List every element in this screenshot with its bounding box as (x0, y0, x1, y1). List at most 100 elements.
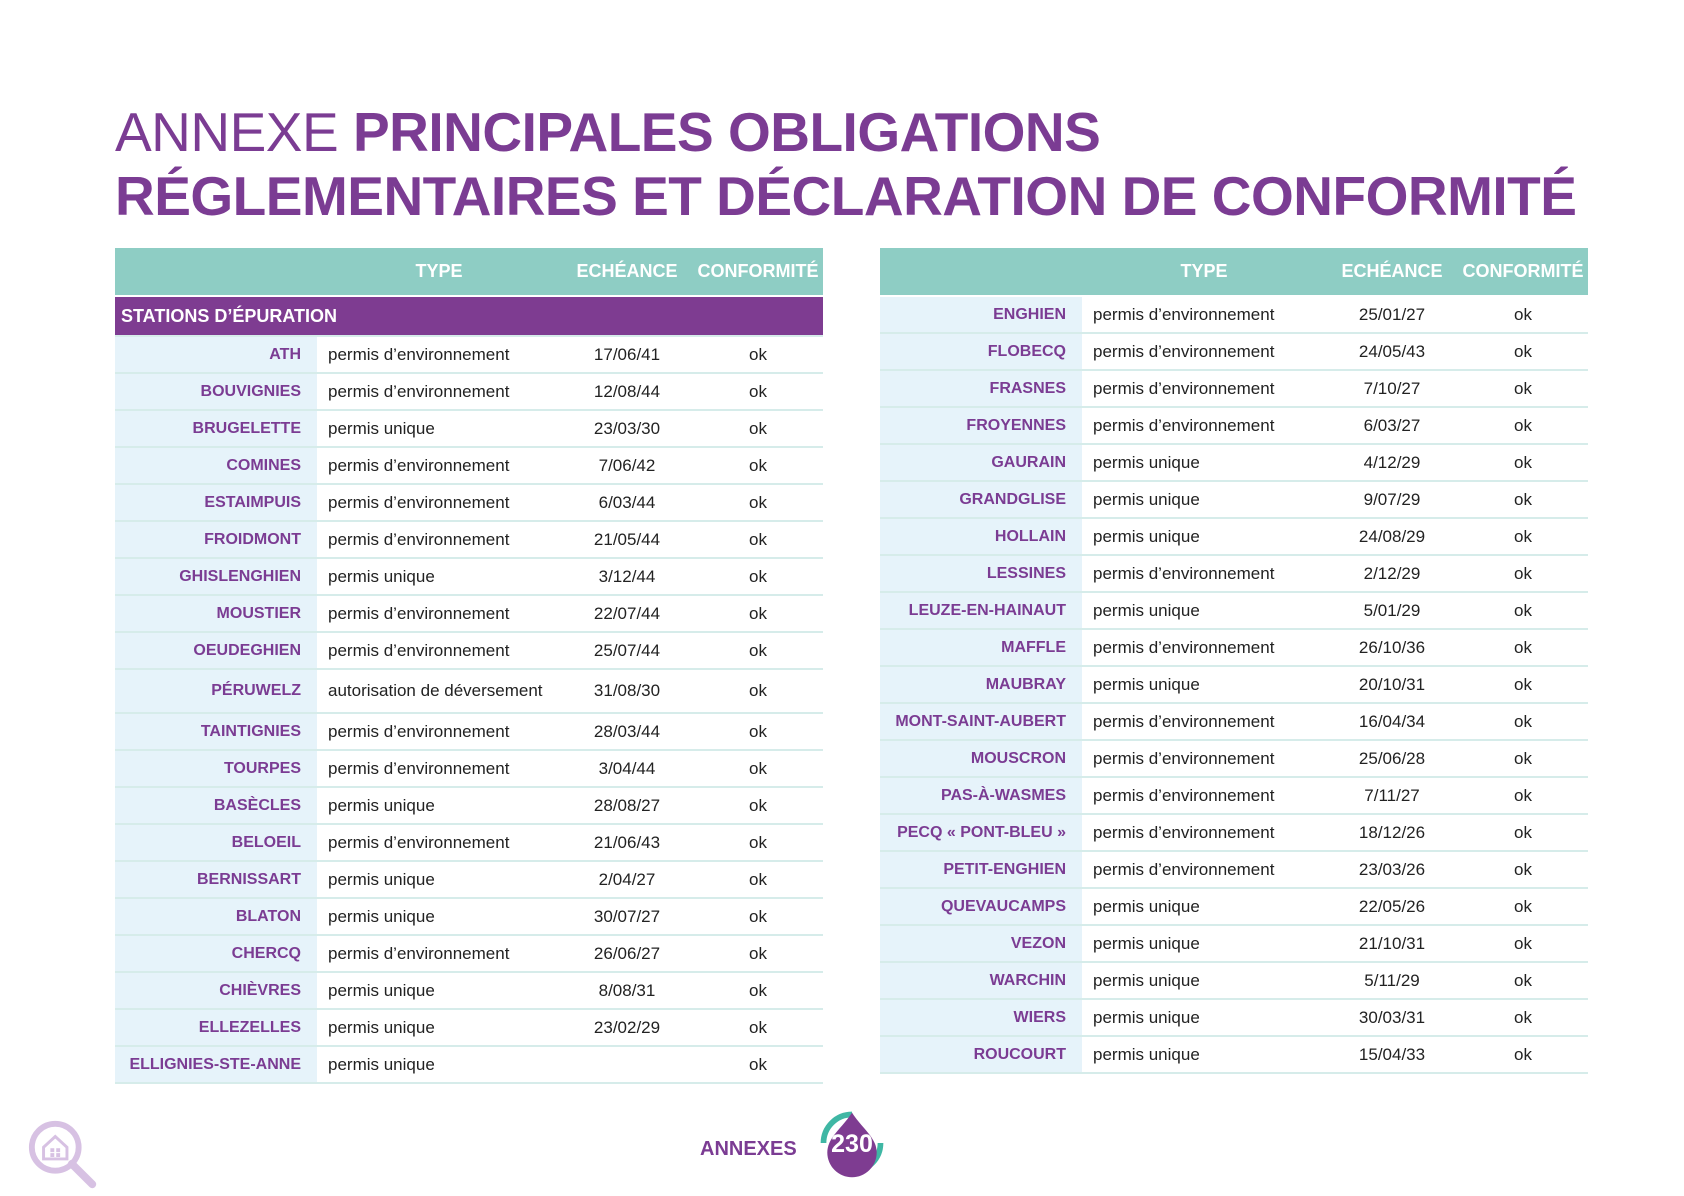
page-title: ANNEXE PRINCIPALES OBLIGATIONS RÉGLEMENT… (115, 100, 1595, 228)
permit-type: permis unique (317, 861, 561, 899)
header-blank (115, 248, 317, 297)
deadline: 7/11/27 (1326, 777, 1458, 815)
conformity-status: ok (1458, 370, 1588, 408)
permit-type: permis unique (1082, 999, 1326, 1037)
permit-type: permis unique (317, 898, 561, 936)
station-name: ROUCOURT (880, 1036, 1082, 1074)
station-name: GAURAIN (880, 444, 1082, 482)
conformity-status: ok (693, 447, 823, 485)
table-row: PECQ « PONT-BLEU » permis d’environnement… (880, 814, 1588, 852)
station-name: PAS-À-WASMES (880, 777, 1082, 815)
deadline: 5/11/29 (1326, 962, 1458, 1000)
deadline: 3/12/44 (561, 558, 693, 596)
section-row: STATIONS D’ÉPURATION (115, 296, 823, 337)
deadline: 22/07/44 (561, 595, 693, 633)
header-type: TYPE (317, 248, 561, 297)
permit-type: permis d’environnement (317, 632, 561, 670)
conformity-status: ok (1458, 407, 1588, 445)
deadline: 6/03/44 (561, 484, 693, 522)
table-row: PÉRUWELZ autorisation de déversement 31/08… (115, 669, 823, 714)
deadline: 23/03/26 (1326, 851, 1458, 889)
permit-type: permis d’environnement (1082, 740, 1326, 778)
station-name: ELLEZELLES (115, 1009, 317, 1047)
conformity-status: ok (693, 336, 823, 374)
table-row: BERNISSART permis unique 2/04/27 ok (115, 861, 823, 899)
page-number: 230 (831, 1130, 873, 1158)
station-name: LESSINES (880, 555, 1082, 593)
deadline: 16/04/34 (1326, 703, 1458, 741)
station-name: GRANDGLISE (880, 481, 1082, 519)
conformity-status: ok (1458, 481, 1588, 519)
table-row: BOUVIGNIES permis d’environnement 12/08/44… (115, 373, 823, 411)
title-prefix: ANNEXE (115, 101, 353, 163)
conformity-status: ok (693, 1046, 823, 1084)
permit-type: permis d’environnement (1082, 851, 1326, 889)
station-name: BOUVIGNIES (115, 373, 317, 411)
table-row: OEUDEGHIEN permis d’environnement 25/07/44… (115, 632, 823, 670)
conformity-status: ok (1458, 296, 1588, 334)
table-row: FROIDMONT permis d’environnement 21/05/44 o… (115, 521, 823, 559)
deadline: 23/03/30 (561, 410, 693, 448)
table-row: TAINTIGNIES permis d’environnement 28/03/4… (115, 713, 823, 751)
deadline: 30/07/27 (561, 898, 693, 936)
deadline: 9/07/29 (1326, 481, 1458, 519)
conformity-status: ok (1458, 592, 1588, 630)
permit-type: permis d’environnement (1082, 296, 1326, 334)
table-row: LEUZE-EN-HAINAUT permis unique 5/01/29 ok (880, 592, 1588, 630)
table-row: WARCHIN permis unique 5/11/29 ok (880, 962, 1588, 1000)
permit-type: permis unique (1082, 518, 1326, 556)
conformity-status: ok (1458, 666, 1588, 704)
deadline: 2/04/27 (561, 861, 693, 899)
permit-type: permis d’environnement (317, 484, 561, 522)
header-echeance: ECHÉANCE (561, 248, 693, 297)
table-row: QUEVAUCAMPS permis unique 22/05/26 ok (880, 888, 1588, 926)
station-name: TOURPES (115, 750, 317, 788)
station-name: VEZON (880, 925, 1082, 963)
station-name: MAFFLE (880, 629, 1082, 667)
table-header-row: TYPE ECHÉANCE CONFORMITÉ (880, 248, 1588, 297)
table-row: PETIT-ENGHIEN permis d’environnement 23/03… (880, 851, 1588, 889)
table-row: ENGHIEN permis d’environnement 25/01/27 ok (880, 296, 1588, 334)
deadline: 25/06/28 (1326, 740, 1458, 778)
table-row: FRASNES permis d’environnement 7/10/27 ok (880, 370, 1588, 408)
permit-type: permis unique (317, 972, 561, 1010)
station-name: LEUZE-EN-HAINAUT (880, 592, 1082, 630)
permit-type: permis d’environnement (317, 373, 561, 411)
permit-type: permis unique (1082, 925, 1326, 963)
conformity-status: ok (1458, 703, 1588, 741)
station-name: PECQ « PONT-BLEU » (880, 814, 1082, 852)
station-name: CHIÈVRES (115, 972, 317, 1010)
conformity-status: ok (1458, 518, 1588, 556)
permit-type: permis d’environnement (317, 447, 561, 485)
deadline: 20/10/31 (1326, 666, 1458, 704)
deadline: 17/06/41 (561, 336, 693, 374)
obligations-table-right: TYPE ECHÉANCE CONFORMITÉ ENGHIEN permis d… (880, 248, 1588, 1074)
conformity-status: ok (1458, 999, 1588, 1037)
deadline: 31/08/30 (561, 669, 693, 714)
header-echeance: ECHÉANCE (1326, 248, 1458, 297)
table-row: HOLLAIN permis unique 24/08/29 ok (880, 518, 1588, 556)
table-row: MOUSTIER permis d’environnement 22/07/44 ok (115, 595, 823, 633)
deadline (561, 1046, 693, 1084)
table-row: MAFFLE permis d’environnement 26/10/36 ok (880, 629, 1588, 667)
conformity-status: ok (693, 632, 823, 670)
table-row: FROYENNES permis d’environnement 6/03/27 ok (880, 407, 1588, 445)
station-name: ENGHIEN (880, 296, 1082, 334)
station-name: BERNISSART (115, 861, 317, 899)
permit-type: permis unique (317, 1009, 561, 1047)
permit-type: permis unique (317, 410, 561, 448)
table-row: GHISLENGHIEN permis unique 3/12/44 ok (115, 558, 823, 596)
permit-type: permis unique (1082, 592, 1326, 630)
permit-type: permis unique (317, 787, 561, 825)
station-name: BLATON (115, 898, 317, 936)
table-row: BASÈCLES permis unique 28/08/27 ok (115, 787, 823, 825)
permit-type: permis unique (1082, 1036, 1326, 1074)
conformity-status: ok (1458, 888, 1588, 926)
deadline: 25/01/27 (1326, 296, 1458, 334)
table-row: MOUSCRON permis d’environnement 25/06/28 ok (880, 740, 1588, 778)
table-row: FLOBECQ permis d’environnement 24/05/43 ok (880, 333, 1588, 371)
deadline: 6/03/27 (1326, 407, 1458, 445)
deadline: 21/06/43 (561, 824, 693, 862)
deadline: 28/03/44 (561, 713, 693, 751)
header-blank (880, 248, 1082, 297)
